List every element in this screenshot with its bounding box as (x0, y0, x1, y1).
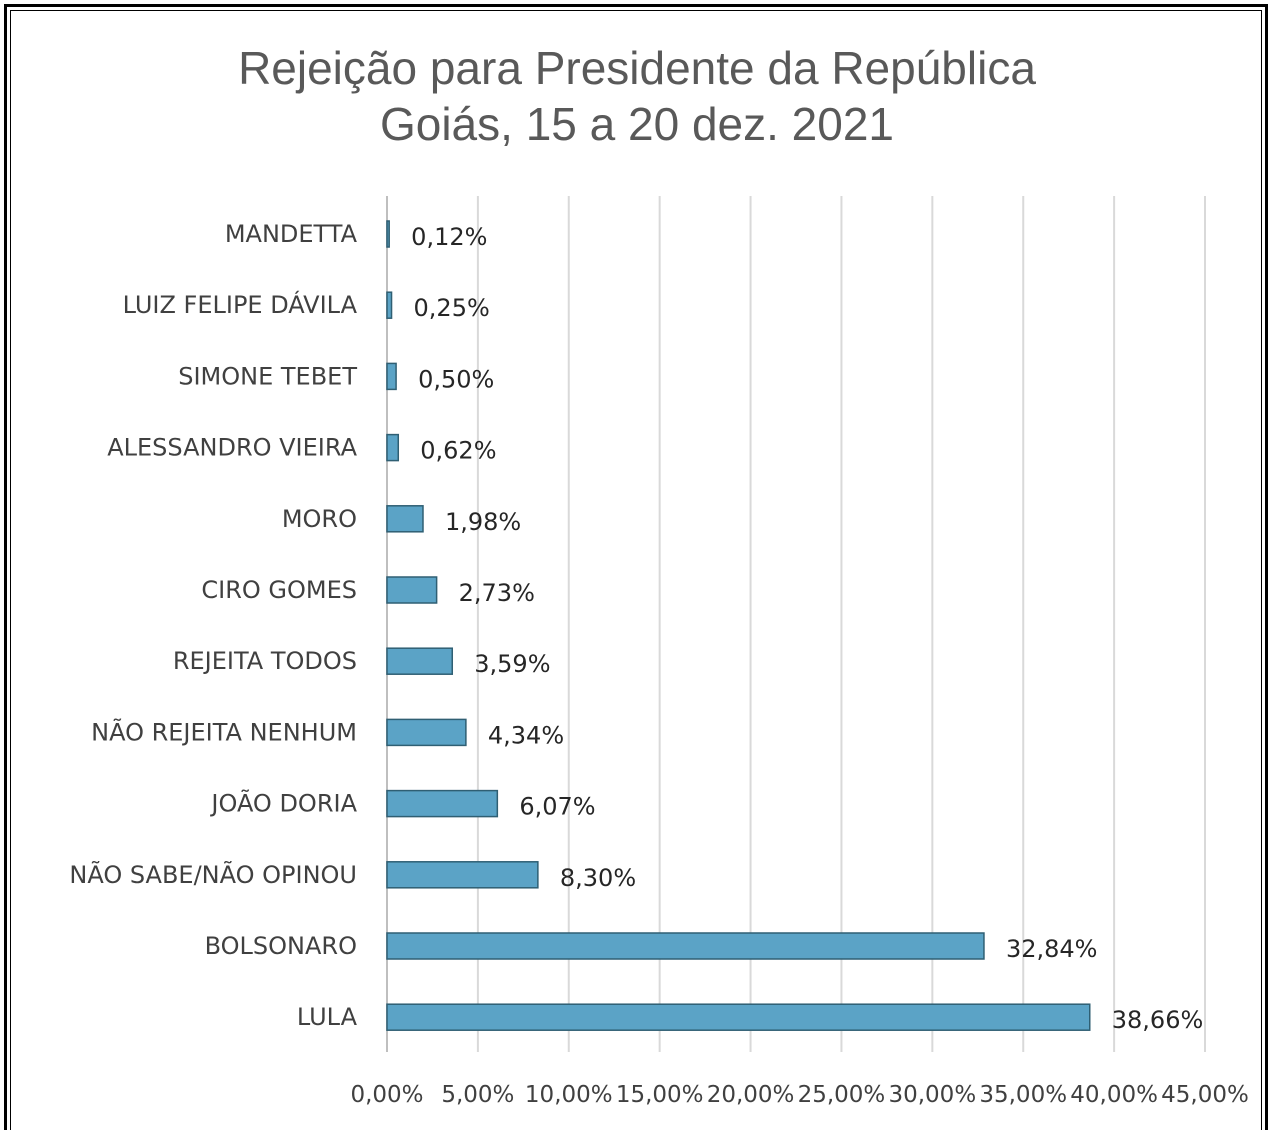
x-tick-label: 40,00% (1070, 1082, 1158, 1108)
x-tick-label: 10,00% (525, 1082, 613, 1108)
data-label: 38,66% (1112, 1006, 1204, 1034)
chart-title-block: Rejeição para Presidente da República Go… (0, 40, 1274, 152)
bar (386, 433, 400, 462)
category-label: NÃO SABE/NÃO OPINOU (69, 859, 357, 889)
category-label: ALESSANDRO VIEIRA (107, 434, 357, 462)
category-label: REJEITA TODOS (173, 647, 357, 675)
data-label: 6,07% (519, 793, 595, 821)
bar (386, 789, 499, 818)
category-label: LUIZ FELIPE DÁVILA (123, 290, 358, 319)
data-label: 32,84% (1006, 935, 1098, 963)
bar (386, 718, 467, 747)
x-tick-label: 15,00% (616, 1082, 704, 1108)
x-tick-label: 45,00% (1161, 1082, 1249, 1108)
bar (386, 1003, 1091, 1031)
data-label: 0,50% (418, 365, 494, 393)
x-tick-label: 0,00% (350, 1082, 423, 1108)
x-tick-label: 20,00% (707, 1082, 795, 1108)
data-label: 3,59% (474, 650, 550, 678)
bar (386, 291, 393, 319)
bar (386, 362, 397, 391)
chart-outer-frame (4, 4, 1268, 1130)
bar (386, 505, 424, 533)
data-label: 2,73% (459, 579, 535, 607)
bar (386, 220, 390, 248)
chart-subtitle: Goiás, 15 a 20 dez. 2021 (379, 98, 895, 150)
x-tick-label: 5,00% (441, 1082, 514, 1108)
category-label: MANDETTA (225, 220, 358, 248)
x-tick-label: 30,00% (888, 1082, 976, 1108)
x-tick-label: 35,00% (979, 1082, 1067, 1108)
data-label: 0,25% (414, 294, 490, 322)
data-label: 0,12% (411, 223, 487, 251)
chart-inner-frame (10, 10, 1262, 1130)
category-label: LULA (297, 1003, 358, 1031)
data-label: 0,62% (420, 437, 496, 465)
category-label: JOÃO DORIA (209, 788, 357, 818)
category-label: NÃO REJEITA NENHUM (91, 716, 357, 746)
bar (386, 861, 539, 889)
chart-title: Rejeição para Presidente da República (238, 42, 1036, 94)
data-label: 8,30% (560, 864, 636, 892)
bar (386, 576, 438, 604)
bar (386, 932, 985, 960)
data-label: 4,34% (488, 721, 564, 749)
bar (386, 647, 454, 675)
category-label: CIRO GOMES (201, 576, 357, 604)
category-label: SIMONE TEBET (178, 362, 357, 390)
category-label: MORO (282, 505, 357, 533)
data-label: 1,98% (445, 508, 521, 536)
x-tick-label: 25,00% (798, 1082, 886, 1108)
category-label: BOLSONARO (205, 932, 357, 960)
